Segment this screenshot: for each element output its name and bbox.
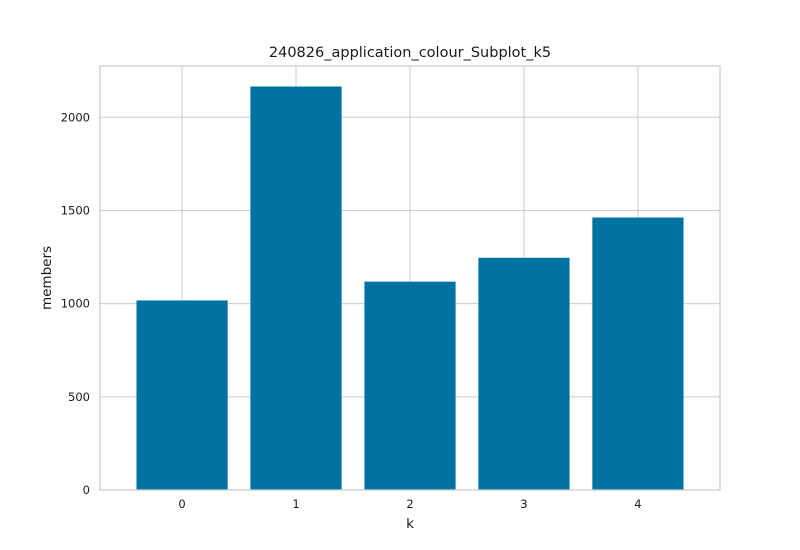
y-tick-labels: 0 500 1000 1500 2000 — [61, 110, 90, 497]
chart-title: 240826_application_colour_Subplot_k5 — [269, 45, 551, 61]
x-tick-label: 3 — [520, 497, 527, 511]
y-tick-label: 500 — [68, 390, 90, 404]
bar-k1 — [250, 86, 342, 490]
bar-k3 — [478, 257, 570, 490]
x-axis-label: k — [406, 516, 414, 532]
x-tick-label: 1 — [292, 497, 299, 511]
x-tick-label: 0 — [178, 497, 185, 511]
y-tick-label: 2000 — [61, 110, 90, 124]
y-axis-label: members — [39, 246, 55, 310]
bar-k2 — [364, 281, 456, 490]
x-tick-label: 4 — [634, 497, 641, 511]
y-tick-label: 1500 — [61, 203, 90, 217]
plot-frame — [99, 65, 721, 491]
bars — [136, 86, 684, 490]
x-tick-label: 2 — [406, 497, 413, 511]
y-tick-label: 0 — [83, 483, 90, 497]
x-tick-labels: 0 1 2 3 4 — [178, 497, 641, 511]
bar-k0 — [136, 300, 228, 490]
bar-k4 — [592, 217, 684, 490]
y-tick-label: 1000 — [61, 297, 90, 311]
